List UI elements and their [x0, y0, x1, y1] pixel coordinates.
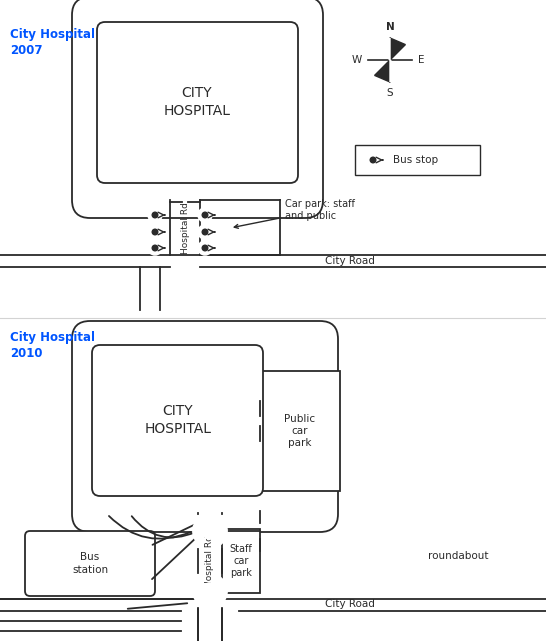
Text: roundabout: roundabout	[428, 551, 489, 561]
Text: Public
car
park: Public car park	[284, 413, 316, 449]
Text: City Road: City Road	[325, 599, 375, 609]
Circle shape	[202, 583, 218, 599]
Text: Car park: staff
and public: Car park: staff and public	[234, 199, 355, 228]
Text: CITY
HOSPITAL: CITY HOSPITAL	[145, 404, 211, 436]
Circle shape	[198, 241, 212, 255]
Bar	[355, 145, 480, 175]
Circle shape	[202, 229, 208, 235]
Text: W: W	[352, 55, 362, 65]
Circle shape	[152, 246, 158, 251]
Circle shape	[202, 246, 208, 251]
Circle shape	[202, 212, 208, 218]
Text: CITY
HOSPITAL: CITY HOSPITAL	[163, 86, 230, 118]
Circle shape	[366, 153, 380, 167]
Text: Ring Road: Ring Road	[179, 347, 232, 357]
Bar	[260, 371, 340, 491]
FancyBboxPatch shape	[72, 321, 338, 532]
Circle shape	[380, 536, 420, 576]
Text: Bus
station: Bus station	[72, 553, 108, 575]
Polygon shape	[375, 38, 390, 60]
Text: City Hospital
2007: City Hospital 2007	[10, 28, 95, 57]
Text: Hospital Rd: Hospital Rd	[205, 535, 215, 587]
FancyBboxPatch shape	[92, 345, 263, 496]
Circle shape	[198, 225, 212, 239]
Circle shape	[370, 157, 376, 163]
Circle shape	[148, 241, 162, 255]
Circle shape	[198, 208, 212, 222]
Text: N: N	[385, 22, 394, 32]
Circle shape	[202, 523, 218, 539]
Circle shape	[148, 208, 162, 222]
Polygon shape	[390, 38, 405, 60]
Text: Hospital Rd: Hospital Rd	[181, 202, 189, 254]
Circle shape	[152, 229, 158, 235]
Text: City Hospital
2010: City Hospital 2010	[10, 331, 95, 360]
Text: S: S	[387, 88, 393, 98]
Circle shape	[152, 212, 158, 218]
Text: Staff
car
park: Staff car park	[230, 544, 252, 578]
Text: E: E	[418, 55, 424, 65]
Bar	[222, 529, 260, 593]
Text: Ring Road: Ring Road	[171, 25, 223, 35]
FancyBboxPatch shape	[97, 22, 298, 183]
Text: Bus stop: Bus stop	[393, 155, 438, 165]
Circle shape	[390, 546, 410, 566]
FancyBboxPatch shape	[72, 0, 323, 218]
FancyBboxPatch shape	[25, 531, 155, 596]
Circle shape	[148, 225, 162, 239]
Text: City Road: City Road	[325, 256, 375, 266]
Polygon shape	[375, 60, 390, 82]
Polygon shape	[390, 60, 405, 82]
Circle shape	[193, 514, 227, 548]
Circle shape	[193, 574, 227, 608]
